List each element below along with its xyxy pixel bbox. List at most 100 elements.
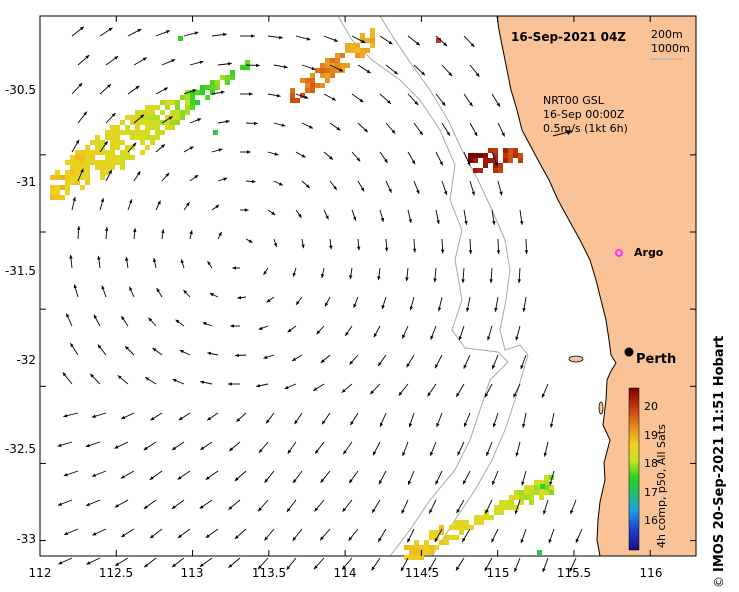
sst-pixel [429,530,434,535]
sst-pixel [290,88,295,93]
sst-pixel [60,195,65,200]
current-arrow [211,148,223,153]
sst-pixel [454,520,459,525]
sst-pixel [355,53,360,58]
colorbar-tick: 16 [644,514,658,527]
current-arrow [263,354,275,359]
sst-pixel [230,70,235,75]
current-arrow [435,151,444,166]
sst-pixel [65,160,70,165]
sst-pixel [110,130,115,135]
sst-pixel [95,135,100,140]
sst-pixel [65,185,70,190]
current-arrow [320,354,331,364]
current-arrow [105,112,116,124]
sst-pixel [370,43,375,48]
sst-pixel [503,153,508,158]
current-arrow [217,177,228,182]
current-arrow [63,412,79,418]
sst-pixel [370,28,375,33]
sst-pixel [65,180,70,185]
sst-pixel [155,115,160,120]
sst-pixel [524,490,529,495]
current-arrow [491,209,496,225]
current-arrow [295,35,311,41]
current-arrow [228,557,241,568]
current-arrow [469,180,475,196]
current-arrow [301,64,316,70]
current-arrow [463,35,475,48]
current-arrow [207,351,219,356]
sst-pixel [434,530,439,535]
current-arrow [494,296,499,312]
current-arrow [152,347,163,356]
current-arrow [301,238,305,249]
current-arrow [211,90,225,95]
current-arrow [522,296,527,312]
sst-pixel [50,175,55,180]
sst-pixel [429,550,434,555]
current-arrow [313,557,325,570]
map-frame [39,15,697,557]
sst-pixel [360,33,365,38]
sst-pixel [175,100,180,105]
sst-pixel [310,83,315,88]
colorbar-label: 4h comp, p50, All Sats [655,424,668,548]
current-arrow [329,64,344,72]
current-arrow [433,267,437,283]
current-arrow [569,557,577,572]
sst-pixel [469,525,474,530]
sst-pixel [225,75,230,80]
current-arrow [341,383,353,393]
sst-pixel [115,155,120,160]
current-arrow [77,111,88,124]
current-arrow [348,528,359,541]
sst-pixel [513,153,518,158]
perth-marker [624,347,634,357]
current-arrow [97,344,107,356]
lat-tick-label: -31.5 [4,264,36,278]
sst-pixel [150,140,155,145]
current-arrow [65,313,73,327]
current-arrow [91,412,107,418]
sst-pixel [155,135,160,140]
sst-pixel [110,135,115,140]
sst-pixel [439,525,444,530]
sst-pixel [345,63,350,68]
sst-pixel [70,165,75,170]
sst-pixel [444,540,449,545]
sst-pixel [210,80,215,85]
current-arrow [205,528,219,539]
current-arrow [491,528,499,543]
current-arrow [329,238,333,250]
current-arrow [489,267,493,283]
sst-pixel [414,550,419,555]
sst-pixel [434,545,439,550]
current-arrow [230,324,240,328]
sst-pixel [125,130,130,135]
sst-pixel [145,115,150,120]
sst-pixel [125,150,130,155]
current-arrow [205,470,219,480]
sst-pixel [95,150,100,155]
sst-pixel [150,120,155,125]
current-arrow [92,528,107,536]
current-arrow [155,30,171,37]
sst-pixel [110,155,115,160]
current-arrow [127,142,137,153]
sst-pixel [315,68,320,73]
sst-pixel [115,135,120,140]
current-arrow [267,151,279,156]
sst-pixel [330,58,335,63]
current-arrow [463,93,473,107]
sst-pixel [468,153,473,158]
sst-pixel [170,115,175,120]
current-arrow [161,229,165,240]
current-arrow [548,528,555,544]
current-arrow [99,27,113,37]
sst-pixel [549,475,554,480]
current-arrow [407,209,412,224]
sst-pixel [60,185,65,190]
sst-pixel [205,85,210,90]
